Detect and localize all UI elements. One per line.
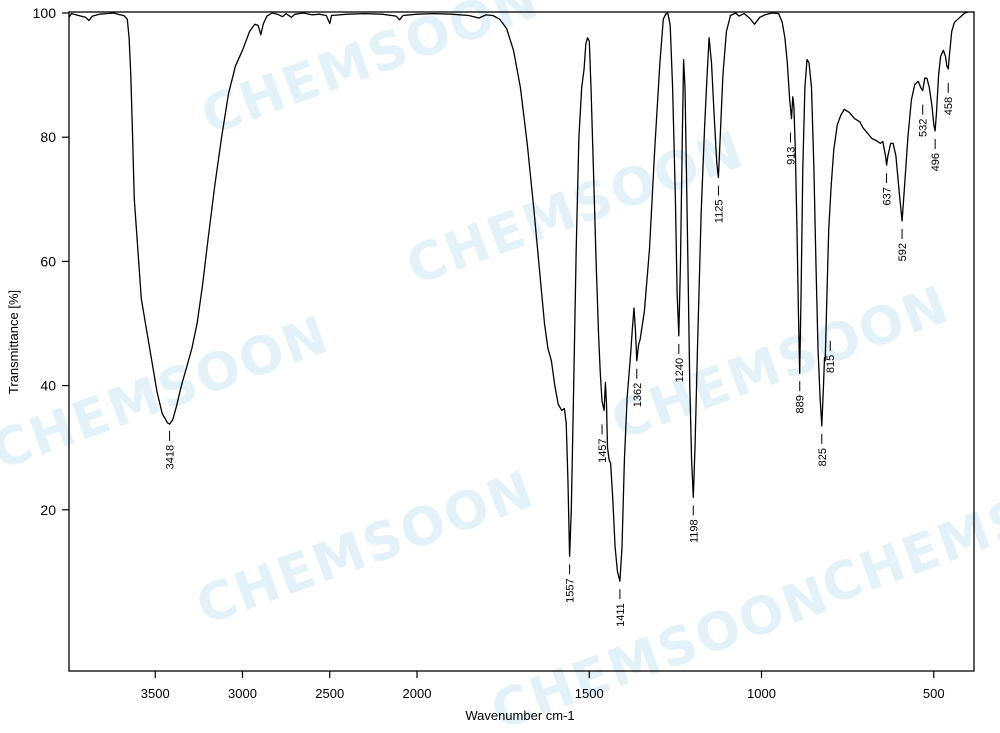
y-axis: 20 40 60 80 100 <box>33 5 69 518</box>
x-tick-label: 3500 <box>141 686 170 701</box>
x-tick-label: 2500 <box>315 686 344 701</box>
peak-label-458: 458 <box>943 97 955 115</box>
x-tick-label: 500 <box>923 686 945 701</box>
y-tick-label: 100 <box>33 5 57 21</box>
peak-label-825: 825 <box>817 448 829 466</box>
x-tick-label: 1000 <box>747 686 776 701</box>
y-tick-label: 40 <box>40 378 56 394</box>
peak-label-1557: 1557 <box>565 578 577 602</box>
peak-label-637: 637 <box>882 187 894 205</box>
watermark-text: CHEMSOON <box>814 440 1000 618</box>
plot-frame <box>68 11 975 672</box>
peak-label-592: 592 <box>897 243 909 261</box>
peak-label-1125: 1125 <box>713 200 725 224</box>
peak-label-3418: 3418 <box>165 445 177 469</box>
y-tick-label: 20 <box>40 502 56 518</box>
y-tick-label: 80 <box>40 129 56 145</box>
spectrum-line <box>68 11 969 582</box>
x-tick-label: 1500 <box>575 686 604 701</box>
peak-label-815: 815 <box>825 355 837 373</box>
x-axis-title: Wavenumber cm-1 <box>465 708 574 723</box>
peak-label-496: 496 <box>930 153 942 171</box>
peak-label-1457: 1457 <box>597 438 609 462</box>
watermark-text: CHEMSOON <box>194 0 547 147</box>
peak-label-1411: 1411 <box>615 603 627 627</box>
y-tick-label: 60 <box>40 253 56 269</box>
peak-label-1198: 1198 <box>688 519 700 543</box>
peak-labels: 3418 1557 1457 1411 1362 1240 1198 1125 913 889 82… <box>165 82 955 627</box>
peak-label-913: 913 <box>785 147 797 165</box>
watermark-text: CHEMSOON <box>604 275 957 453</box>
peak-label-532: 532 <box>918 119 930 137</box>
peak-label-1240: 1240 <box>674 358 686 382</box>
x-tick-label: 2000 <box>403 686 432 701</box>
x-axis: 3500 3000 2500 2000 1500 1000 500 <box>141 671 945 701</box>
y-axis-title: Transmittance [%] <box>6 290 21 394</box>
peak-label-889: 889 <box>795 395 807 413</box>
x-tick-label: 3000 <box>228 686 257 701</box>
peak-label-1362: 1362 <box>632 383 644 407</box>
watermark-text: CHEMSOON <box>189 460 542 638</box>
